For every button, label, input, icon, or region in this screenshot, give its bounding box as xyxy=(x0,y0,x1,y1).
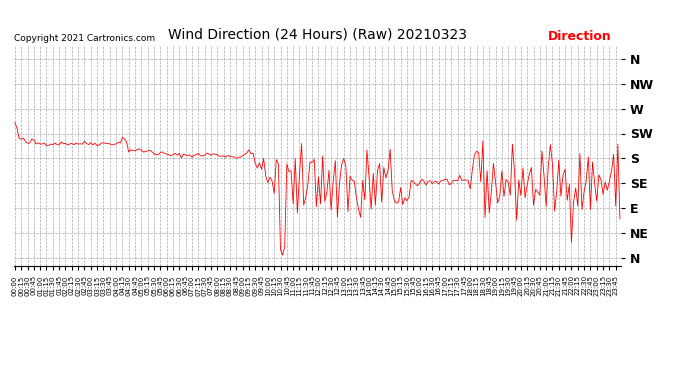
Text: Copyright 2021 Cartronics.com: Copyright 2021 Cartronics.com xyxy=(14,34,155,43)
Text: Direction: Direction xyxy=(548,30,612,43)
Title: Wind Direction (24 Hours) (Raw) 20210323: Wind Direction (24 Hours) (Raw) 20210323 xyxy=(168,27,467,41)
